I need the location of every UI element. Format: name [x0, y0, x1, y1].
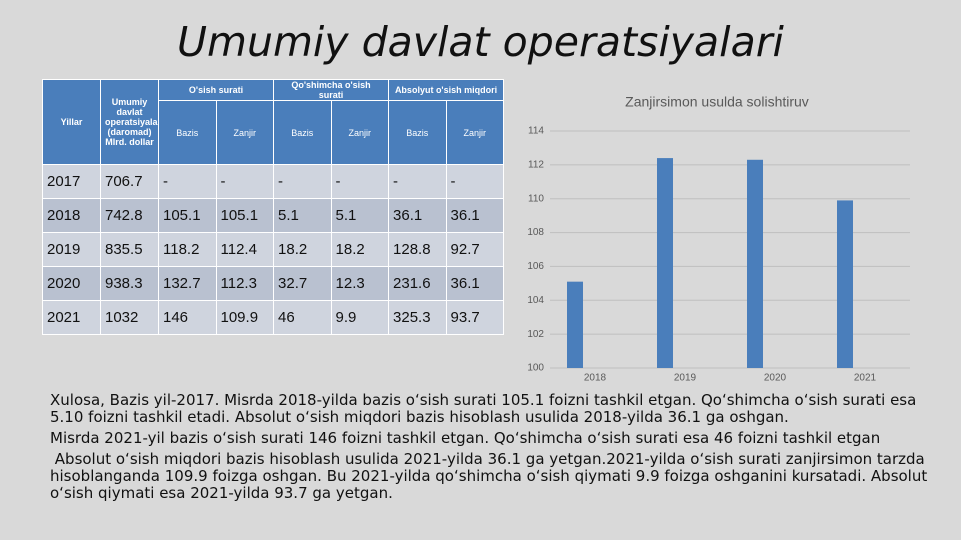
table-cell: 938.3: [100, 266, 159, 301]
x-tick-label: 2018: [584, 373, 607, 384]
bar: [747, 159, 763, 368]
subheader-row: Bazis Zanjir Bazis Zanjir Bazis Zanjir: [43, 100, 505, 165]
subheader-cell: Bazis: [158, 100, 217, 165]
table-cell: -: [445, 164, 505, 199]
table-cell: -: [215, 164, 275, 199]
header-cell: O'sish surati: [157, 79, 275, 101]
table-cell: 36.1: [445, 198, 505, 233]
table-cell: 742.8: [100, 198, 159, 233]
table-cell: 5.1: [330, 198, 390, 233]
table-cell: 105.1: [158, 198, 217, 233]
table-cell: 128.8: [388, 232, 447, 267]
y-tick-label: 110: [528, 193, 544, 204]
table-cell: 36.1: [445, 266, 505, 301]
table-cell: 2021: [42, 300, 101, 335]
bar: [657, 158, 673, 368]
table-row: 2019 835.5 118.2 112.4 18.2 18.2 128.8 92.7: [42, 232, 505, 267]
summary-text: Xulosa, Bazis yil-2017. Misrda 2018-yild…: [50, 392, 930, 506]
subheader-cell: Zanjir: [445, 100, 505, 165]
slide-title: Umumiy davlat operatsiyalari: [177, 18, 784, 66]
subheader-cell: Bazis: [388, 100, 447, 165]
subheader-cell: Zanjir: [215, 100, 275, 165]
table-cell: 92.7: [445, 232, 505, 267]
subheader-cell: Bazis: [273, 100, 332, 165]
header-cell: Qo'shimcha o'sish surati: [273, 79, 390, 101]
table-row: 2020 938.3 132.7 112.3 32.7 12.3 231.6 36.1: [42, 266, 505, 301]
table-cell: 18.2: [273, 232, 332, 267]
y-tick-label: 102: [527, 329, 544, 340]
table-cell: 2018: [42, 198, 101, 233]
table-cell: 706.7: [100, 164, 159, 199]
header-cell: Absolyut o'sish miqdori: [388, 79, 505, 101]
table-row: 2018 742.8 105.1 105.1 5.1 5.1 36.1 36.1: [42, 198, 505, 233]
paragraph: Xulosa, Bazis yil-2017. Misrda 2018-yild…: [50, 391, 926, 426]
table-cell: 2020: [42, 266, 101, 301]
bar: [837, 200, 853, 368]
table-cell: 12.3: [330, 266, 390, 301]
table-cell: -: [273, 164, 332, 199]
data-table: Yillar Umumiy davlat operatsiyalari (daro…: [42, 79, 505, 335]
table-cell: 132.7: [158, 266, 217, 301]
table-cell: 36.1: [388, 198, 447, 233]
table-row: 2017 706.7- - - - - -: [42, 164, 505, 199]
table-cell: 118.2: [158, 232, 217, 267]
chart: Zanjirsimon usulda solishtiruv 100 102 104…: [527, 94, 910, 384]
x-tick-label: 2021: [854, 373, 877, 384]
table-cell: 32.7: [273, 266, 332, 301]
y-tick-label: 106: [527, 261, 544, 272]
table-cell: 2017: [42, 164, 101, 199]
table-cell: 93.7: [445, 300, 505, 335]
table-cell: 112.3: [215, 266, 275, 301]
table-cell: 18.2: [330, 232, 390, 267]
y-tick-label: 114: [528, 126, 544, 137]
subheader-cell: Zanjir: [330, 100, 390, 165]
table-cell: 105.1: [215, 198, 275, 233]
x-tick-label: 2019: [674, 373, 697, 384]
paragraph: Misrda 2021-yil bazis oʻsish surati 146 …: [50, 429, 881, 447]
table-cell: -: [388, 164, 447, 199]
table-cell: -: [158, 164, 217, 199]
table-cell: 1032: [100, 300, 159, 335]
y-tick-label: 104: [527, 295, 544, 306]
table-cell: 109.9: [215, 300, 275, 335]
bar: [567, 281, 583, 368]
table-cell: 146: [158, 300, 217, 335]
table-cell: 325.3: [388, 300, 447, 335]
y-tick-label: 112: [528, 159, 544, 170]
table-cell: 9.9: [330, 300, 390, 335]
y-tick-label: 108: [527, 227, 544, 238]
x-tick-label: 2020: [764, 373, 787, 384]
table-cell: 2019: [42, 232, 101, 267]
table-cell: 835.5: [100, 232, 159, 267]
paragraph: Absolut oʻsish miqdori bazis hisoblash u…: [50, 450, 933, 502]
y-tick-label: 100: [527, 363, 544, 374]
table-cell: 46: [273, 300, 332, 335]
table-row: 2021 1032 146 109.9 46 9.9 325.3 93.7: [42, 300, 505, 335]
chart-title: Zanjirsimon usulda solishtiruv: [625, 94, 809, 110]
header-cell: Umumiy davlat operatsiyalari (daromad) M…: [100, 79, 159, 165]
table-cell: 5.1: [273, 198, 332, 233]
header-row: Yillar Umumiy davlat operatsiyalari (daro…: [42, 79, 505, 165]
table-cell: -: [330, 164, 390, 199]
header-cell: Yillar: [42, 79, 101, 165]
table-cell: 112.4: [215, 232, 275, 267]
table-cell: 231.6: [388, 266, 447, 301]
